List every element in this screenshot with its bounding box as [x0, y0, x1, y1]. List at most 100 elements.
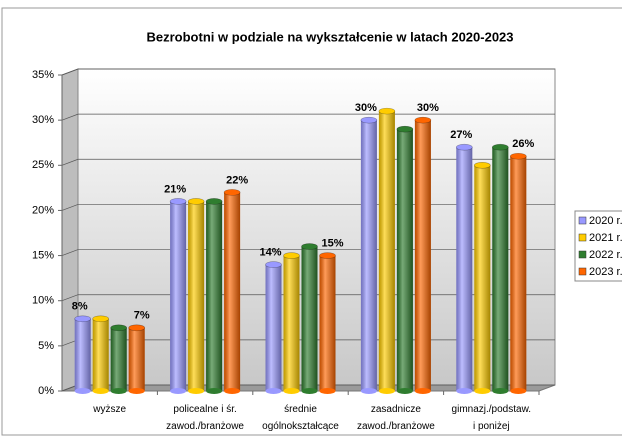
bar-shade — [206, 201, 223, 391]
bar-base — [319, 388, 336, 394]
data-label: 8% — [72, 301, 88, 313]
bar-shade — [456, 147, 473, 391]
bar-top — [455, 143, 473, 151]
legend-swatch — [578, 233, 587, 242]
legend-label: 2023 r. — [589, 266, 622, 278]
x-tick-label: policealne i śr. zawod./branżowe — [166, 404, 244, 432]
grid-line — [61, 113, 555, 121]
bar-shade — [414, 120, 431, 392]
bar-base — [188, 388, 205, 394]
legend-swatch — [578, 216, 587, 225]
bar-top — [205, 198, 223, 205]
bar-top — [491, 143, 509, 151]
bar-top — [414, 116, 432, 124]
bar-base — [92, 388, 109, 394]
grid-line — [61, 249, 555, 256]
grid-line — [61, 158, 555, 166]
bar-top — [378, 107, 396, 115]
bar-shade — [74, 318, 91, 391]
legend-label: 2022 r. — [589, 249, 622, 261]
bar-base — [456, 388, 473, 394]
data-label: 15% — [321, 237, 343, 249]
bar-shade — [92, 318, 109, 391]
data-label: 26% — [512, 138, 534, 150]
grid-line — [61, 68, 555, 76]
x-tick-label-line: gimnazj./podstaw. — [452, 404, 532, 415]
bar-shade — [110, 327, 127, 391]
bar-top — [223, 189, 241, 196]
bar-top — [92, 315, 109, 323]
bar-base — [170, 388, 187, 394]
y-tick-label: 25% — [32, 159, 54, 171]
x-tick-label: średnie ogólnokształcące — [262, 404, 339, 432]
grid-line — [61, 204, 555, 211]
bar-base — [378, 388, 395, 394]
bar-shade — [474, 165, 491, 391]
bar-top — [128, 324, 145, 332]
bar-shade — [170, 201, 187, 391]
bar-shade — [188, 201, 205, 391]
bar-base — [283, 388, 300, 394]
x-tick-label: gimnazj./podstaw. i poniżej — [452, 404, 532, 432]
legend-swatch — [578, 267, 587, 276]
bar-shade — [319, 255, 336, 391]
bar-base — [224, 388, 241, 394]
legend-swatch — [578, 250, 587, 259]
bar-top — [396, 125, 414, 133]
bar-base — [301, 388, 318, 394]
x-tick-label-line: zasadnicze — [371, 404, 421, 415]
x-tick-label-line: zawod./branżowe — [166, 421, 244, 432]
bar-base — [414, 388, 431, 394]
bar-base — [360, 388, 377, 394]
y-tick-label: 5% — [38, 340, 54, 352]
data-label: 14% — [259, 247, 281, 259]
bar-base — [206, 388, 223, 394]
bar-shade — [224, 192, 241, 391]
bar-base — [492, 388, 509, 394]
bar-shade — [128, 327, 145, 391]
bar-base — [474, 388, 491, 394]
y-tick-label: 30% — [32, 114, 54, 126]
bar-base — [110, 388, 127, 394]
data-label: 27% — [450, 129, 472, 141]
bar-top — [169, 198, 187, 205]
bar-base — [74, 388, 91, 394]
bar-shade — [265, 264, 282, 391]
bar-base — [265, 388, 282, 394]
x-tick-label-line: zawod./branżowe — [357, 421, 435, 432]
bar-shade — [492, 147, 509, 391]
y-tick-label: 15% — [32, 249, 54, 261]
bar-top — [319, 252, 336, 259]
bar-top — [265, 261, 282, 268]
chart-title: Bezrobotni w podziale na wykształcenie w… — [146, 29, 513, 44]
legend-label: 2020 r. — [589, 215, 622, 227]
data-label: 22% — [226, 174, 248, 186]
data-label: 30% — [355, 102, 377, 114]
bar-shade — [510, 156, 527, 391]
bar-base — [396, 388, 413, 394]
bar-shade — [396, 129, 413, 391]
bar-shade — [360, 120, 377, 392]
x-tick-label: wyższe — [92, 404, 126, 415]
bar-top — [301, 243, 318, 250]
data-label: 21% — [164, 183, 186, 195]
bar-base — [128, 388, 145, 394]
bar-shade — [301, 246, 318, 391]
x-tick-label-line: ogólnokształcące — [262, 421, 339, 432]
bar-top — [283, 252, 300, 259]
bar-top — [110, 324, 127, 332]
bar-base — [510, 388, 527, 394]
y-tick-label: 35% — [32, 69, 54, 81]
bar-top — [360, 116, 378, 124]
bar-top — [187, 198, 205, 205]
bar-top — [509, 152, 527, 160]
x-tick-label-line: i poniżej — [473, 421, 510, 432]
bar-top — [74, 315, 91, 323]
x-tick-label-line: wyższe — [92, 404, 126, 415]
x-tick-label-line: policealne i śr. — [173, 404, 236, 415]
chart-frame — [1, 7, 622, 436]
x-tick-label-line: średnie — [284, 404, 317, 415]
y-tick-label: 10% — [32, 295, 54, 307]
bar-top — [473, 161, 491, 169]
